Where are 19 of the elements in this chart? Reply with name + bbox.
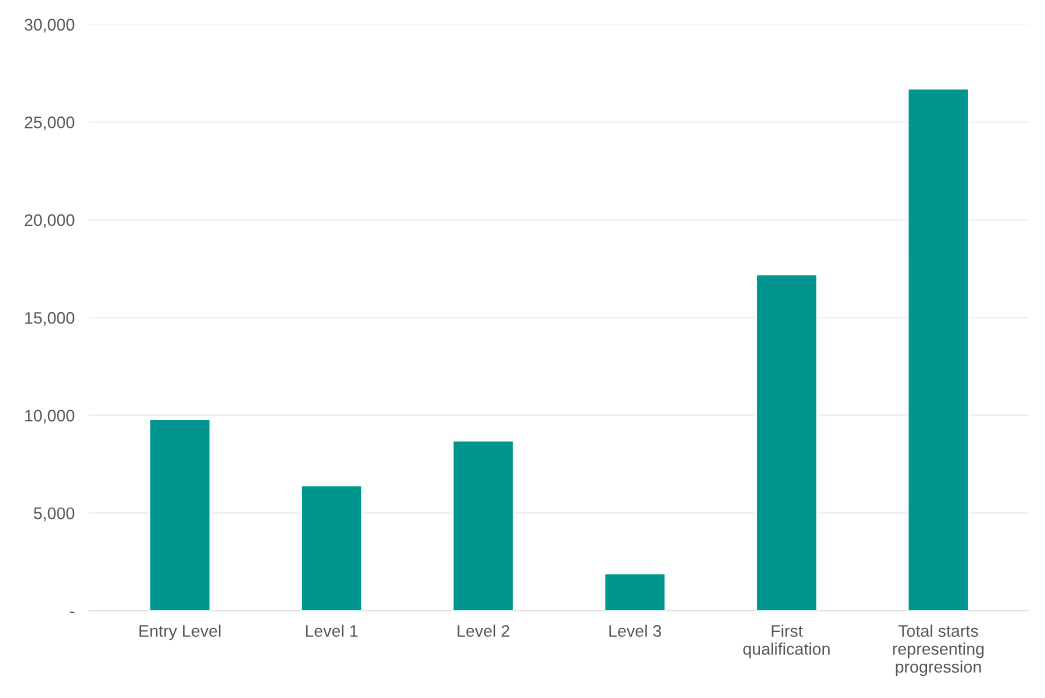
bar	[603, 572, 666, 611]
x-tick-label: Level 1	[306, 624, 358, 637]
x-tick-label: Level 2	[457, 624, 510, 637]
y-tick-label: 15,000	[25, 311, 75, 326]
x-tick-label: Total starts representing progression	[893, 624, 984, 677]
bar	[452, 440, 515, 611]
x-tick-label: First qualification	[743, 624, 830, 659]
bar	[755, 273, 818, 611]
y-tick-label: -	[70, 611, 75, 614]
x-tick-label: Level 3	[609, 624, 662, 637]
bar	[907, 88, 970, 611]
y-tick-label: 10,000	[25, 409, 75, 424]
x-tick-label: Entry Level	[139, 624, 221, 641]
y-tick-label: 5,000	[33, 507, 75, 522]
bar	[300, 484, 363, 611]
y-tick-label: 25,000	[24, 116, 75, 131]
y-tick-label: 30,000	[24, 18, 75, 33]
y-tick-label: 20,000	[24, 214, 75, 229]
bar	[148, 418, 211, 611]
